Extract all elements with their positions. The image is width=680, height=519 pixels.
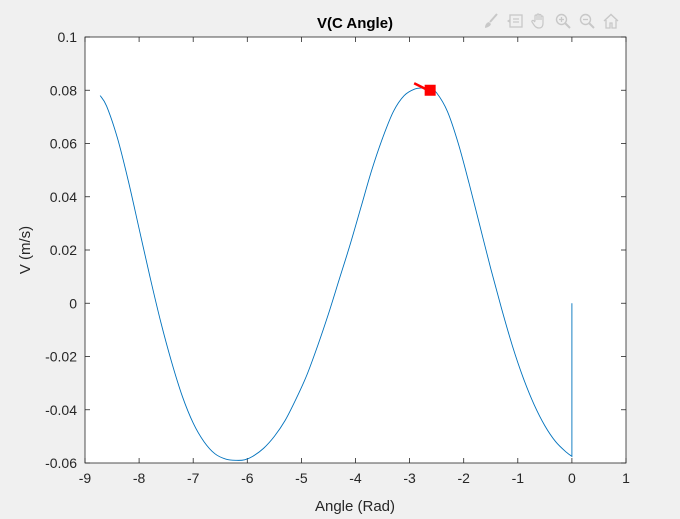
y-tick-label: -0.06 <box>45 455 77 471</box>
axes-toolbar <box>480 10 622 34</box>
y-tick-label: 0 <box>69 295 77 311</box>
marker-point[interactable] <box>424 84 436 96</box>
x-tick-label: 1 <box>622 470 630 486</box>
y-tick-label: -0.02 <box>45 349 77 365</box>
y-tick-label: -0.04 <box>45 402 77 418</box>
zoom-out-button[interactable] <box>576 10 598 32</box>
x-tick-label: -1 <box>512 470 525 486</box>
y-axis-title: V (m/s) <box>17 226 34 274</box>
pan-button[interactable] <box>528 10 550 32</box>
data-cursor-button[interactable] <box>504 10 526 32</box>
x-tick-label: -8 <box>133 470 146 486</box>
x-tick-label: -5 <box>295 470 308 486</box>
chart-title: V(C Angle) <box>317 15 393 32</box>
marker-layer <box>413 82 436 96</box>
zoom-in-icon <box>555 13 571 29</box>
series-line-0 <box>99 87 573 461</box>
y-tick-label: 0.02 <box>50 242 77 258</box>
x-axis-title: Angle (Rad) <box>315 498 395 515</box>
x-tick-label: -3 <box>403 470 416 486</box>
x-tick-label: -7 <box>187 470 200 486</box>
home-button[interactable] <box>600 10 622 32</box>
zoom-in-button[interactable] <box>552 10 574 32</box>
brush-icon <box>485 13 498 28</box>
series-layer <box>99 87 573 461</box>
y-tick-label: 0.04 <box>50 189 77 205</box>
y-tick-label: 0.06 <box>50 136 77 152</box>
plot-area[interactable] <box>85 37 626 463</box>
y-tick-label: 0.08 <box>50 82 77 98</box>
x-tick-label: 0 <box>568 470 576 486</box>
ticks <box>84 36 627 464</box>
y-tick-label: 0.1 <box>58 29 78 45</box>
data-cursor-icon <box>507 14 523 28</box>
tick-labels: -9 -8 -7 -6 -5 -4 -3 -2 -1 0 1 -0.06 -0.04 -0.02 0 0.02… <box>45 29 630 486</box>
x-tick-label: -2 <box>457 470 470 486</box>
zoom-out-icon <box>579 13 595 29</box>
pan-hand-icon <box>531 13 544 29</box>
x-tick-label: -6 <box>241 470 254 486</box>
brush-button[interactable] <box>480 10 502 32</box>
x-tick-label: -9 <box>79 470 92 486</box>
home-icon <box>603 13 619 29</box>
x-tick-label: -4 <box>349 470 362 486</box>
